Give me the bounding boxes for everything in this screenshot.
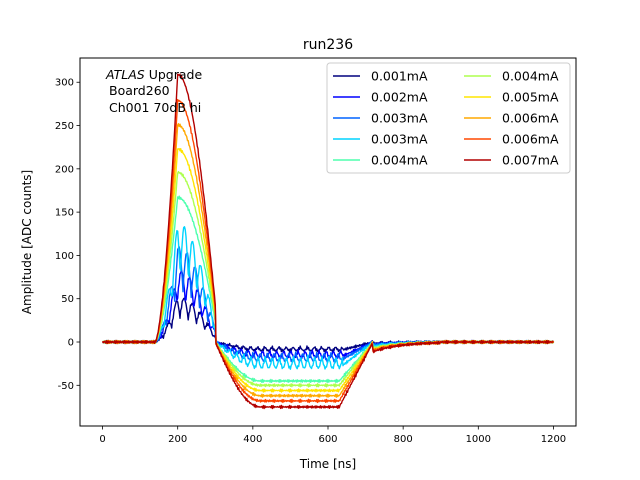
legend-entry-label: 0.003mA <box>371 111 428 126</box>
y-tick-label: 150 <box>55 208 74 219</box>
x-tick-label: 1200 <box>541 434 566 445</box>
y-tick-label: 300 <box>55 78 74 89</box>
x-axis-label: Time [ns] <box>299 457 356 471</box>
x-tick-label: 800 <box>394 434 413 445</box>
plot-lines <box>101 73 555 410</box>
x-tick-label: 200 <box>168 434 187 445</box>
x-tick-label: 1000 <box>466 434 491 445</box>
y-tick-label: 250 <box>55 121 74 132</box>
legend-entry-label: 0.007mA <box>502 153 559 168</box>
series-line <box>102 297 554 353</box>
y-axis-label: Amplitude [ADC counts] <box>20 170 34 314</box>
y-tick-label: 200 <box>55 164 74 175</box>
annotation-line3: Ch001 70dB hi <box>109 100 201 115</box>
legend-entry-label: 0.002mA <box>371 90 428 105</box>
legend-entry-label: 0.004mA <box>371 153 428 168</box>
annotation-line1: ATLAS Upgrade <box>105 67 202 82</box>
y-tick-label: 0 <box>68 338 74 349</box>
x-tick-label: 600 <box>318 434 337 445</box>
annotation-upgrade: Upgrade <box>145 67 203 82</box>
legend-entry-label: 0.005mA <box>502 90 559 105</box>
x-tick-label: 0 <box>99 434 105 445</box>
x-axis-ticks: 0 200 400 600 800 1000 1200 <box>99 426 566 445</box>
legend-entry-label: 0.006mA <box>502 132 559 147</box>
legend-entry-label: 0.003mA <box>371 132 428 147</box>
y-tick-label: 100 <box>55 251 74 262</box>
legend-frame <box>326 62 571 174</box>
chart-title: run236 <box>303 37 353 53</box>
annotation-atlas: ATLAS <box>105 67 145 82</box>
legend: 0.001mA 0.002mA 0.003mA 0.003mA 0.004mA 0.004… <box>326 62 571 174</box>
y-tick-label: 50 <box>61 294 74 305</box>
legend-entry-label: 0.006mA <box>502 111 559 126</box>
x-tick-label: 400 <box>243 434 262 445</box>
y-axis-ticks: -50 0 50 100 150 200 250 300 <box>55 78 80 392</box>
legend-entry-label: 0.001mA <box>371 69 428 84</box>
series-line <box>101 73 554 410</box>
legend-entry-label: 0.004mA <box>502 69 559 84</box>
annotation-line2: Board260 <box>109 83 170 98</box>
y-tick-label: -50 <box>58 381 74 392</box>
series-line <box>102 269 555 360</box>
